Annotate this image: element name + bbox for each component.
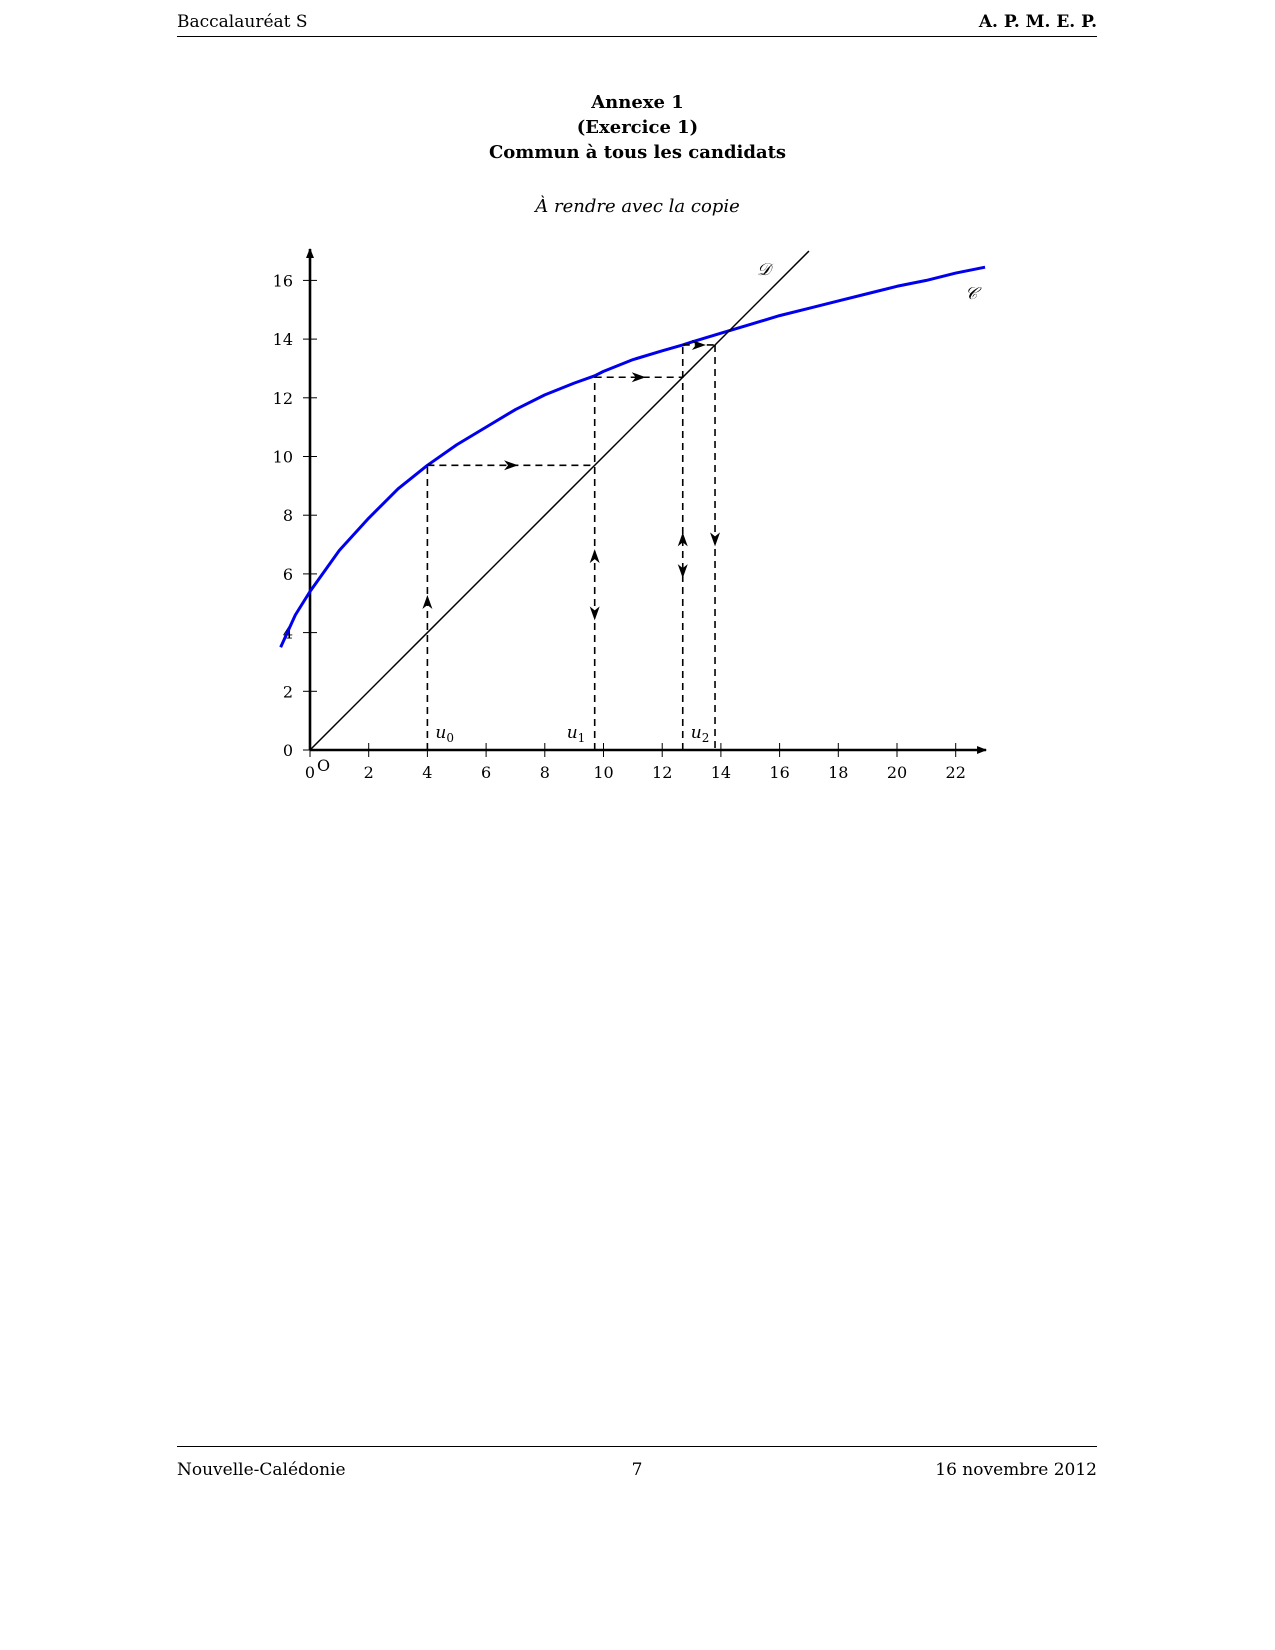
y-tick-label: 10 — [273, 448, 293, 467]
x-tick-label: 0 — [305, 763, 315, 782]
cobweb-arrow-right — [504, 460, 519, 471]
cobweb-arrow-down — [710, 532, 721, 547]
curve-C — [279, 265, 986, 648]
footer-rule — [177, 1446, 1097, 1447]
iterate-label: u1 — [567, 723, 586, 745]
cobweb-construction — [422, 339, 721, 750]
x-tick-label: 16 — [769, 763, 789, 782]
line-D-label: 𝒟 — [757, 260, 774, 280]
y-tick-label: 2 — [283, 682, 293, 701]
y-tick-label: 6 — [283, 565, 293, 584]
origin-label: O — [317, 756, 330, 775]
x-tick-label: 20 — [887, 763, 907, 782]
cobweb-arrow-up — [422, 594, 433, 609]
cobweb-arrow-down — [677, 564, 688, 579]
x-tick-label: 2 — [364, 763, 374, 782]
annex-titles: Annexe 1 (Exercice 1) Commun à tous les … — [0, 90, 1275, 165]
footer-date: 16 novembre 2012 — [935, 1460, 1097, 1480]
instruction-subtitle: À rendre avec la copie — [535, 196, 740, 217]
y-tick-label: 0 — [283, 741, 293, 760]
graph-labels: O 𝒞 𝒟u0 u1 u2 — [317, 260, 982, 775]
cobweb-arrow-right — [631, 372, 646, 383]
iterate-label: u2 — [691, 723, 710, 745]
iterate-index: 1 — [578, 731, 586, 745]
x-tick-label: 22 — [946, 763, 966, 782]
page-header: Baccalauréat S A. P. M. E. P. — [177, 12, 1097, 38]
page-number: 7 — [631, 1460, 643, 1480]
y-tick-label: 8 — [283, 506, 293, 525]
line-D — [309, 250, 810, 751]
curve-C-label: 𝒞 — [965, 284, 982, 304]
cobweb-arrow-right — [691, 339, 706, 350]
header-rule — [177, 36, 1097, 37]
y-tick-label: 14 — [273, 330, 293, 349]
x-tick-label: 8 — [540, 763, 550, 782]
header-right: A. P. M. E. P. — [978, 12, 1097, 32]
footer-left: Nouvelle-Calédonie — [177, 1460, 346, 1480]
x-tick-label: 14 — [711, 763, 731, 782]
series-group — [279, 250, 986, 751]
y-tick-label: 16 — [273, 271, 293, 290]
x-tick-label: 6 — [481, 763, 491, 782]
audience-title: Commun à tous les candidats — [488, 142, 787, 163]
annex-title: Annexe 1 — [591, 92, 684, 113]
iterate-index: 2 — [702, 731, 710, 745]
iterate-label: u0 — [435, 723, 454, 745]
cobweb-arrow-up — [589, 549, 600, 564]
x-tick-label: 12 — [652, 763, 672, 782]
x-tick-label: 10 — [593, 763, 613, 782]
cobweb-arrow-up — [677, 532, 688, 547]
x-tick-label: 4 — [422, 763, 432, 782]
y-tick-label: 12 — [273, 389, 293, 408]
x-tick-label: 18 — [828, 763, 848, 782]
exercise-title: (Exercice 1) — [576, 117, 699, 138]
page-footer: Nouvelle-Calédonie 7 16 novembre 2012 — [177, 1460, 1097, 1486]
iterate-index: 0 — [446, 731, 454, 745]
header-left: Baccalauréat S — [177, 12, 308, 32]
axes — [306, 248, 988, 754]
